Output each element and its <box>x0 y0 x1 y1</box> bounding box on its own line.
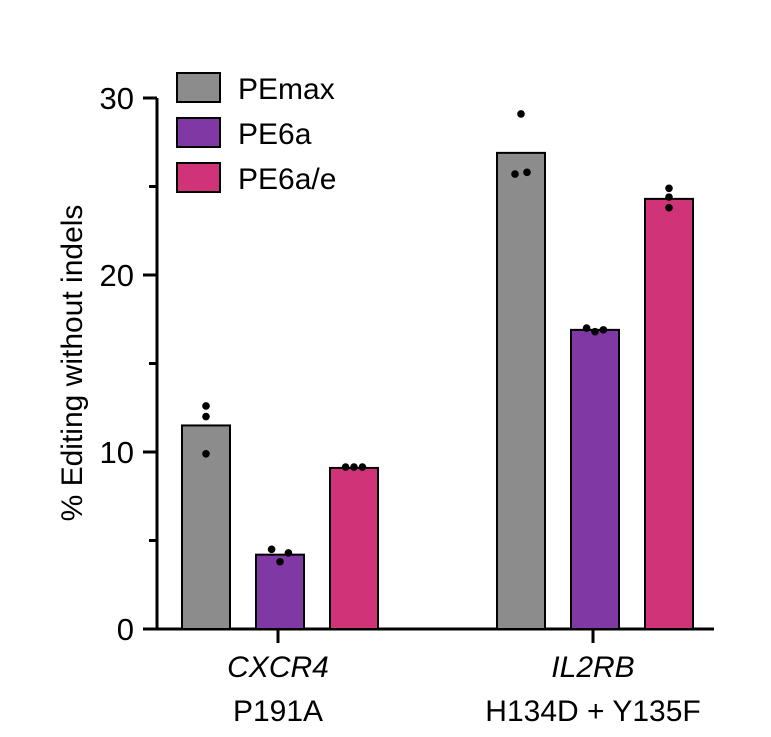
replicate-point <box>517 110 525 118</box>
replicate-point <box>511 170 519 178</box>
y-tick-label: 0 <box>117 612 134 647</box>
legend-label: PE6a <box>238 118 312 151</box>
bar-pe6a-cxcr4 <box>255 553 305 630</box>
y-tick-label: 30 <box>100 81 134 116</box>
replicate-point <box>665 193 673 201</box>
y-ticks: 0 10 20 30 <box>100 81 157 647</box>
replicate-point <box>599 326 608 334</box>
bar-pe6a-e-cxcr4 <box>329 466 379 630</box>
replicate-point <box>267 545 276 554</box>
group-label-gene-cxcr4: CXCR4 <box>227 651 329 684</box>
replicate-point <box>582 324 591 332</box>
replicate-point <box>523 168 531 177</box>
group-labels: CXCR4 P191A IL2RB H134D + Y135F <box>227 651 701 728</box>
group-label-mutation-il2rb: H134D + Y135F <box>485 695 700 728</box>
replicate-point <box>276 557 284 566</box>
legend-label: PE6a/e <box>238 163 336 196</box>
legend-label: PEmax <box>238 73 335 106</box>
y-tick-label: 20 <box>100 258 134 293</box>
y-tick-label: 10 <box>100 435 134 470</box>
replicate-point <box>202 402 210 410</box>
y-axis-title: % Editing without indels <box>56 205 89 522</box>
replicate-point <box>202 449 210 458</box>
replicate-point <box>665 203 673 212</box>
bars <box>181 151 694 631</box>
x-ticks <box>276 629 595 643</box>
legend-swatch <box>176 162 221 193</box>
replicate-point <box>665 184 673 193</box>
replicate-points <box>202 110 673 566</box>
replicate-point <box>202 412 210 421</box>
replicate-point <box>284 549 293 557</box>
bar-pemax-cxcr4 <box>181 424 231 631</box>
group-label-gene-il2rb: IL2RB <box>551 651 634 684</box>
replicate-point <box>358 463 367 471</box>
group-label-mutation-cxcr4: P191A <box>233 695 323 728</box>
bar-pemax-il2rb <box>496 151 546 630</box>
legend: PEmax PE6a PE6a/e <box>176 72 336 196</box>
replicate-point <box>341 463 350 471</box>
replicate-point <box>591 327 599 336</box>
legend-swatch <box>176 72 221 103</box>
legend-swatch <box>176 117 221 148</box>
bar-pe6a-e-il2rb <box>644 197 694 630</box>
replicate-point <box>350 463 358 471</box>
bar-pe6a-il2rb <box>570 328 620 630</box>
